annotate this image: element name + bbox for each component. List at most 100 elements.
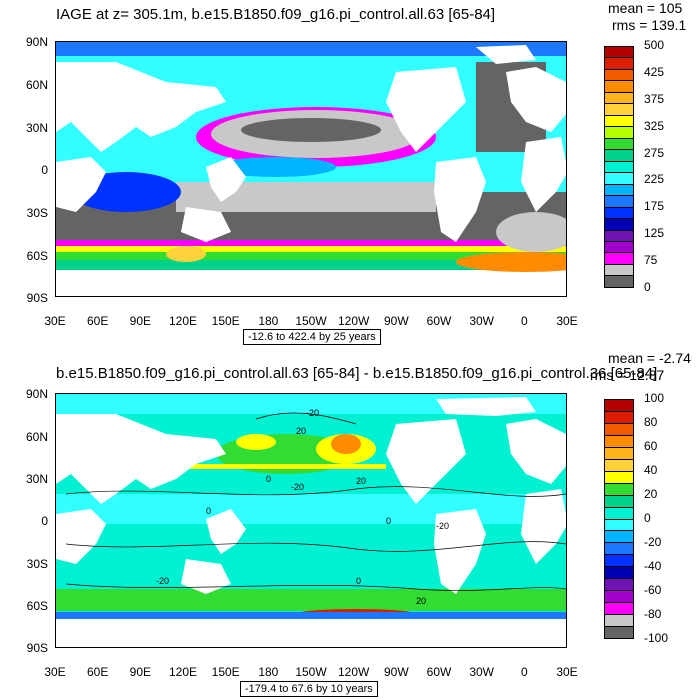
top-colorbar-swatch (605, 80, 633, 92)
bottom-colorbar-label: -60 (644, 583, 662, 597)
bottom-colorbar-swatch (605, 602, 633, 615)
bottom-colorbar-swatch (605, 626, 633, 639)
bottom-colorbar (604, 399, 634, 639)
contour-label: -20 (156, 576, 169, 586)
bottom-colorbar-swatch (605, 434, 633, 447)
top-colorbar-swatch (605, 103, 633, 115)
bottom-colorbar-swatch (605, 542, 633, 555)
bottom-colorbar-label: -20 (644, 535, 662, 549)
top-lon-tick: 90E (129, 314, 151, 328)
top-lat-tick-90s: 90S (26, 291, 48, 305)
top-colorbar-swatch (605, 183, 633, 196)
bottom-colorbar-label: -40 (644, 559, 662, 573)
top-lat-tick-60n: 60N (25, 78, 48, 92)
bottom-colorbar-swatch (605, 530, 633, 543)
bottom-lat-tick-30n: 30N (25, 472, 48, 486)
top-colorbar-swatch (605, 218, 633, 230)
top-lon-tick: 150W (295, 314, 327, 328)
top-lon-tick: 150E (211, 314, 240, 328)
bottom-lon-tick: 90E (129, 665, 151, 679)
bottom-mean: mean = -2.74 (608, 350, 691, 366)
bottom-colorbar-swatch (605, 470, 633, 483)
top-colorbar-label: 425 (644, 64, 665, 79)
bottom-colorbar-swatch (605, 422, 633, 435)
top-colorbar-swatch (605, 114, 633, 127)
top-lon-tick: 0 (520, 314, 528, 328)
top-colorbar-swatch (605, 229, 633, 241)
top-colorbar-swatch (605, 195, 633, 207)
top-map (55, 41, 567, 297)
bottom-colorbar-label: 100 (644, 391, 665, 405)
top-title: IAGE at z= 305.1m, b.e15.B1850.f09_g16.p… (56, 6, 496, 23)
top-colorbar-swatch (605, 68, 633, 81)
top-lon-tick: 60E (86, 314, 109, 328)
bottom-rms: rms = 12.87 (590, 367, 665, 383)
bottom-lon-tick: 30E (44, 665, 66, 679)
bottom-colorbar-swatch (605, 482, 633, 495)
bottom-colorbar-swatch (605, 614, 633, 627)
bottom-colorbar-swatch (605, 494, 633, 507)
contour-label: 0 (266, 474, 271, 484)
bottom-lat-tick-60s: 60S (26, 599, 48, 613)
bottom-colorbar-label: 60 (644, 439, 658, 453)
top-colorbar-label: 225 (644, 172, 665, 187)
top-colorbar-swatch (605, 263, 633, 276)
top-lon-tick: 120E (168, 314, 198, 328)
top-lat-tick-0: 0 (41, 163, 48, 177)
top-colorbar-swatch (605, 275, 633, 287)
bottom-lon-tick: 90W (383, 665, 409, 679)
top-panel: IAGE at z= 305.1m, b.e15.B1850.f09_g16.p… (25, 0, 687, 345)
top-colorbar-swatch (605, 160, 633, 173)
top-colorbar-label: 0 (644, 280, 651, 294)
bottom-colorbar-swatch (605, 410, 633, 423)
top-colorbar-swatch (605, 57, 633, 69)
top-colorbar-label: 175 (644, 199, 665, 214)
bottom-lon-tick: 180 (258, 665, 279, 679)
bottom-colorbar-swatch (605, 400, 633, 411)
top-lon-tick: 120W (337, 314, 370, 328)
top-mean: mean = 105 (608, 0, 683, 16)
bottom-lon-tick: 60E (86, 665, 109, 679)
contour-label: 0 (356, 576, 361, 586)
contour-label: 0 (386, 516, 391, 526)
bottom-colorbar-label: 80 (644, 415, 658, 429)
bottom-colorbar-label: 0 (644, 511, 651, 525)
bottom-lat-tick-90s: 90S (26, 641, 48, 655)
top-colorbar-swatch (605, 172, 633, 184)
bottom-lon-tick: 30W (469, 665, 494, 679)
top-colorbar-swatch (605, 137, 633, 150)
bottom-lon-tick: 150W (295, 665, 327, 679)
bottom-lat-tick-60n: 60N (25, 430, 48, 444)
top-colorbar-label: 325 (644, 118, 665, 133)
bottom-colorbar-swatch (605, 590, 633, 603)
top-lat-tick-90n: 90N (25, 35, 48, 49)
contour-label: 20 (296, 426, 306, 436)
bottom-title: b.e15.B1850.f09_g16.pi_control.all.63 [6… (56, 365, 658, 382)
bottom-range-box: -179.4 to 67.6 by 10 years (240, 681, 378, 697)
top-colorbar-label: 500 (644, 38, 665, 52)
top-lat-tick-30s: 30S (26, 206, 48, 220)
contour-label: -20 (436, 521, 449, 531)
top-rms: rms = 139.1 (612, 17, 687, 33)
bottom-colorbar-label: 40 (644, 463, 658, 477)
bottom-panel: b.e15.B1850.f09_g16.pi_control.all.63 [6… (0, 350, 700, 700)
contour-label: -20 (291, 482, 304, 492)
bottom-colorbar-swatch (605, 518, 633, 531)
top-map-svg (56, 42, 566, 296)
contour-label: -20 (306, 408, 319, 418)
bottom-colorbar-swatch (605, 458, 633, 471)
top-colorbar-swatch (605, 206, 633, 219)
top-range-box: -12.6 to 422.4 by 25 years (243, 329, 381, 345)
bottom-map: -20 20 0 -20 20 0 0 -20 0 20 -20 (55, 393, 567, 648)
bottom-colorbar-label: 20 (644, 487, 658, 501)
top-colorbar-label: 375 (644, 91, 665, 106)
top-lon-tick: 60W (426, 314, 452, 328)
bottom-lon-tick: 120W (337, 665, 370, 679)
bottom-colorbar-label: -80 (644, 607, 662, 621)
top-lat-tick-30n: 30N (25, 121, 48, 135)
bottom-colorbar-swatch (605, 554, 633, 567)
bottom-lon-tick: 120E (168, 665, 198, 679)
top-lat-tick-60s: 60S (26, 249, 48, 263)
contour-label: 20 (416, 596, 426, 606)
